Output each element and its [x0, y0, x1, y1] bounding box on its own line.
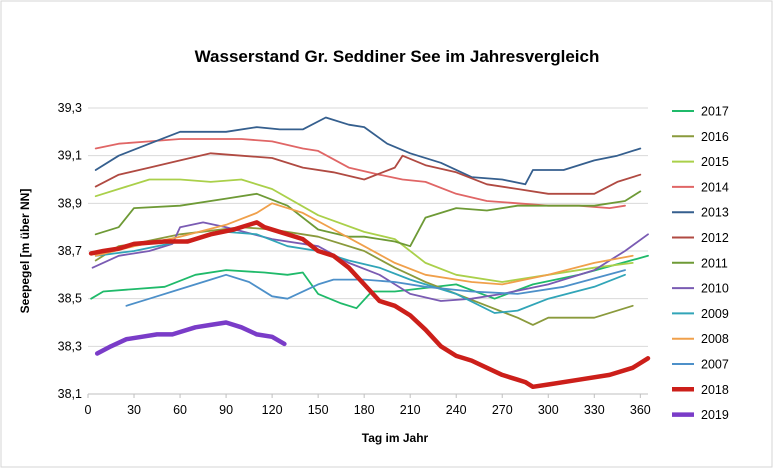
- y-tick-label: 38,1: [58, 387, 82, 401]
- x-tick-label: 330: [584, 403, 605, 417]
- series-line-2008: [94, 202, 634, 286]
- series-line-2011: [94, 190, 642, 248]
- y-tick-label: 38,3: [58, 339, 82, 353]
- legend-label-2008: 2008: [701, 332, 729, 346]
- x-tick-label: 360: [630, 403, 651, 417]
- series-line-2012: [94, 152, 642, 195]
- chart-title: Wasserstand Gr. Seddiner See im Jahresve…: [195, 47, 600, 66]
- x-tick-label: 270: [492, 403, 513, 417]
- axes: 39,3 39,1 38,9 38,7 38,5 38,3 38,10 30 60 90 120 15…: [58, 101, 651, 417]
- legend-label-2011: 2011: [701, 256, 728, 270]
- legend-label-2014: 2014: [701, 180, 729, 194]
- legend-label-2017: 2017: [701, 105, 729, 119]
- x-tick-label: 120: [262, 403, 283, 417]
- series-line-2016: [94, 226, 634, 326]
- legend-label-2015: 2015: [701, 155, 729, 169]
- series-line-2013: [94, 116, 642, 186]
- legend-label-2009: 2009: [701, 307, 729, 321]
- y-tick-label: 38,7: [58, 244, 82, 258]
- series-line-2018: [88, 220, 651, 390]
- x-tick-label: 210: [400, 403, 421, 417]
- legend-label-2012: 2012: [701, 231, 729, 245]
- x-tick-label: 90: [219, 403, 233, 417]
- x-tick-label: 30: [127, 403, 141, 417]
- series-line-2017: [90, 254, 649, 310]
- x-tick-label: 180: [354, 403, 375, 417]
- legend-label-2018: 2018: [701, 383, 729, 397]
- legend-label-2016: 2016: [701, 130, 729, 144]
- legend: 2017 2016 2015 2014 2013 2012 2011 2010 2009 2008…: [672, 105, 729, 422]
- x-tick-label: 300: [538, 403, 559, 417]
- y-axis-label: Seepegel [m über NN]: [18, 189, 32, 314]
- series-line-2007: [125, 269, 626, 307]
- x-axis-label: Tag im Jahr: [362, 431, 429, 445]
- x-tick-label: 0: [85, 403, 92, 417]
- y-tick-label: 38,5: [58, 292, 82, 306]
- legend-label-2019: 2019: [701, 408, 729, 422]
- y-tick-label: 38,9: [58, 196, 82, 210]
- x-tick-label: 240: [446, 403, 467, 417]
- legend-label-2013: 2013: [701, 206, 729, 220]
- series-line-2015: [94, 178, 634, 283]
- series-lines: [88, 116, 651, 390]
- x-tick-label: 150: [308, 403, 329, 417]
- series-line-2019: [94, 320, 287, 356]
- legend-label-2007: 2007: [701, 358, 729, 372]
- y-tick-label: 39,1: [58, 149, 82, 163]
- legend-label-2010: 2010: [701, 282, 729, 296]
- y-tick-label: 39,3: [58, 101, 82, 115]
- x-tick-label: 60: [173, 403, 187, 417]
